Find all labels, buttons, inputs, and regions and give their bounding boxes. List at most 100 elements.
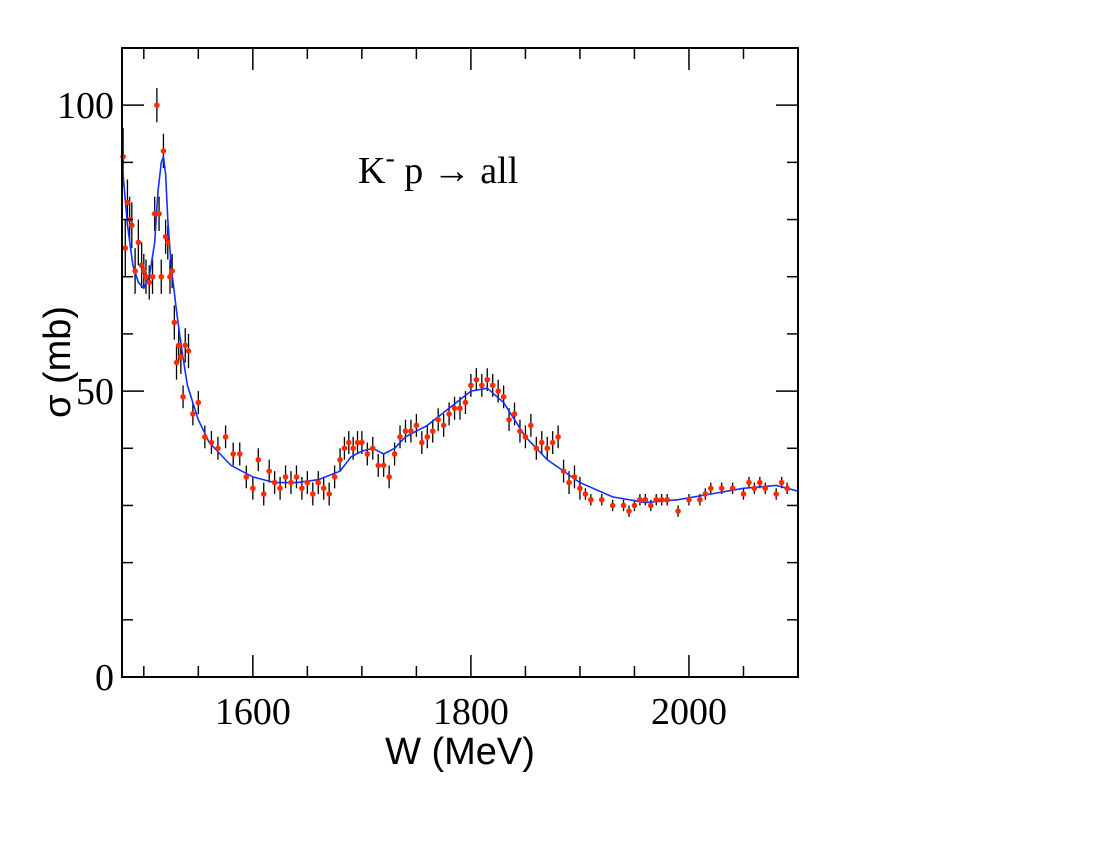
data-point (230, 451, 237, 457)
data-point (740, 491, 747, 497)
data-point (149, 273, 156, 280)
data-point (408, 428, 414, 434)
data-point (151, 211, 158, 217)
data-point (171, 319, 178, 326)
data-point (707, 485, 714, 492)
data-point (282, 474, 289, 480)
y-tick-label: 50 (76, 371, 114, 413)
data-point (778, 479, 785, 486)
data-point (697, 496, 703, 503)
data-point (380, 462, 387, 469)
data-point (185, 348, 192, 354)
data-point (577, 485, 583, 492)
data-point (424, 434, 431, 440)
data-point (160, 148, 167, 154)
reaction-annotation: K- p → all (358, 143, 518, 192)
data-point (468, 382, 474, 389)
data-point (299, 485, 305, 492)
tick-labels: 1600 1800 2000 0 50 100 (57, 85, 727, 733)
data-point (397, 434, 403, 440)
data-point (675, 508, 681, 514)
data-point (522, 434, 529, 440)
data-point (773, 491, 779, 497)
data-point (180, 394, 186, 400)
data-point (451, 405, 458, 412)
data-point (122, 245, 129, 251)
data-point (484, 376, 491, 383)
data-point (341, 445, 348, 452)
data-point (457, 405, 463, 412)
data-point (419, 439, 425, 446)
data-point (658, 496, 665, 503)
data-point (350, 445, 356, 452)
data-point (544, 445, 551, 452)
data-point (154, 102, 160, 108)
data-point (266, 468, 272, 474)
data-point (718, 485, 725, 492)
data-point (462, 399, 469, 406)
data-point (566, 479, 572, 486)
data-point (555, 434, 561, 440)
data-point (359, 439, 365, 446)
data-point (288, 479, 294, 486)
data-point (167, 273, 173, 280)
data-point (729, 485, 736, 492)
x-axis-title: W (MeV) (385, 731, 535, 773)
data-point (620, 502, 627, 509)
data-point (386, 474, 392, 480)
data-point (293, 474, 300, 480)
data-point (746, 479, 752, 486)
data-point (582, 491, 589, 497)
data-point (549, 439, 556, 446)
data-point (173, 359, 180, 366)
x-tick-label: 1600 (215, 691, 291, 733)
data-point (473, 376, 480, 383)
annotation-particle: K (358, 150, 386, 192)
data-point (762, 485, 769, 492)
data-point (138, 262, 145, 269)
data-point (500, 394, 507, 400)
data-point (124, 199, 131, 206)
data-point (538, 439, 545, 446)
data-point (648, 502, 654, 509)
data-point (326, 491, 332, 497)
y-axis-title: σ (mb) (37, 306, 79, 418)
data-point (277, 485, 283, 492)
data-point (354, 439, 361, 446)
data-point (533, 445, 540, 452)
data-point (208, 439, 215, 446)
data-point (135, 239, 142, 246)
data-point (391, 451, 398, 457)
data-point (560, 468, 567, 474)
data-point (132, 268, 138, 274)
data-point (664, 496, 670, 503)
data-point (222, 434, 229, 440)
data-point (528, 422, 534, 429)
data-point (156, 211, 162, 217)
data-point (195, 399, 202, 406)
data-point (255, 456, 262, 463)
data-point (169, 268, 175, 274)
data-point (250, 485, 256, 492)
x-tick-label: 2000 (651, 691, 727, 733)
y-tick-label: 100 (57, 85, 114, 127)
data-point (164, 239, 171, 246)
data-point (364, 451, 371, 457)
data-point (158, 273, 165, 280)
data-point (215, 445, 221, 452)
data-point (479, 382, 485, 389)
annotation-charge: - (385, 143, 394, 174)
data-point (571, 474, 578, 480)
data-point (609, 502, 616, 509)
data-point (489, 382, 496, 389)
annotation-reaction: p → all (395, 150, 518, 192)
data-point (143, 273, 149, 280)
data-point (702, 491, 709, 497)
data-point (517, 428, 523, 434)
y-tick-label: 0 (95, 657, 114, 699)
data-point (320, 485, 327, 492)
data-point (236, 451, 243, 457)
data-point (642, 496, 649, 503)
